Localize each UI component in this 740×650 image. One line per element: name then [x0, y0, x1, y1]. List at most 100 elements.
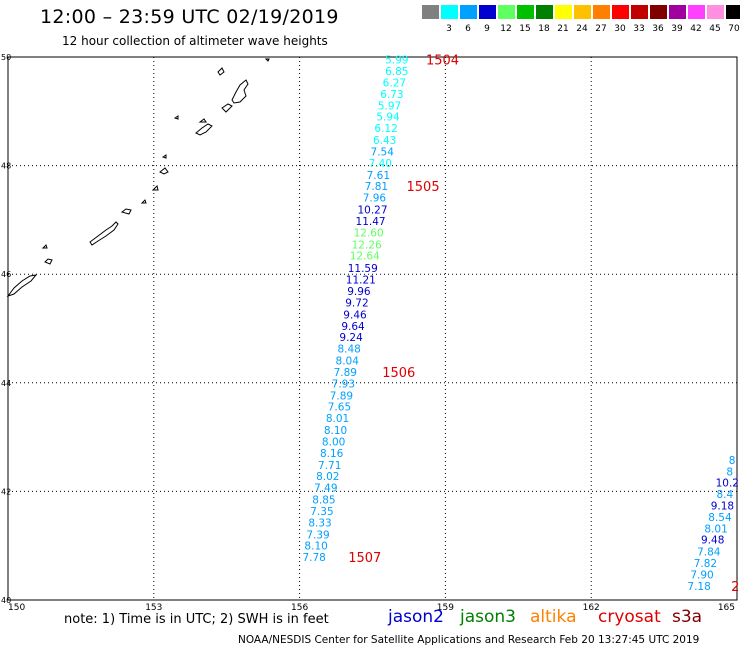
- swh-value: 7.65: [328, 402, 351, 414]
- swh-value: 8.16: [320, 448, 344, 460]
- time-label: 1506: [382, 366, 415, 381]
- swh-value: 8.04: [336, 356, 360, 368]
- swh-value: 8: [726, 466, 733, 478]
- swh-value: 8.01: [704, 523, 727, 535]
- island-shiashkotan: [89, 221, 119, 246]
- colorbar-label: 42: [690, 24, 702, 34]
- colorbar-label: 21: [557, 24, 569, 34]
- swh-value: 5.99: [385, 55, 408, 67]
- island-iturup: [231, 79, 249, 104]
- swh-value: 12.64: [350, 251, 380, 263]
- swh-value: 9.72: [345, 297, 368, 309]
- island-broutona: [195, 123, 213, 136]
- swh-value: 9.18: [711, 501, 734, 513]
- time-label: 1505: [407, 180, 440, 195]
- swh-value: 7.81: [365, 181, 388, 193]
- island-kunashir: [217, 67, 225, 76]
- colorbar-label: 24: [576, 24, 588, 34]
- island-rasshua: [140, 199, 147, 204]
- lat-tick-label: 42: [1, 487, 11, 496]
- swh-value: 8.10: [324, 425, 347, 437]
- map-grid: 150 153 156 159 162 165 50 48 46 44 42 40: [1, 53, 738, 613]
- time-label: 2: [731, 580, 739, 595]
- island-ketoy: [159, 167, 169, 175]
- swh-value: 6.12: [374, 123, 397, 135]
- swh-value: 8.01: [326, 413, 349, 425]
- lon-tick-label: 165: [718, 603, 735, 613]
- swh-value: 8.10: [304, 541, 327, 553]
- colorbar-label: 12: [500, 24, 512, 34]
- colorbar-swatch: [612, 5, 629, 19]
- lon-tick-label: 159: [437, 603, 454, 613]
- island-small: [264, 58, 270, 62]
- colorbar-swatch: [726, 5, 740, 19]
- map-subtitle: 12 hour collection of altimeter wave hei…: [62, 34, 328, 48]
- colorbar-label: 27: [595, 24, 607, 34]
- swh-value: 5.97: [378, 100, 401, 112]
- swh-value: 10.2: [716, 478, 739, 490]
- coastline: [6, 58, 270, 297]
- colorbar-swatch: [479, 5, 496, 19]
- island-matua: [120, 208, 132, 215]
- swh-value: 7.93: [332, 378, 355, 390]
- island-urup-north: [173, 115, 179, 120]
- satellite-jason3: jason3: [460, 607, 516, 627]
- island-simushir: [161, 154, 167, 159]
- swh-value: 9.64: [341, 321, 365, 333]
- island-paramushir: [6, 274, 38, 297]
- colorbar-swatch: [593, 5, 610, 19]
- swh-value: 12.60: [354, 227, 384, 239]
- colorbar-label: 18: [538, 24, 550, 34]
- colorbar-label: 3: [446, 24, 452, 34]
- swh-value: 6.43: [373, 135, 396, 147]
- colorbar-swatch: [631, 5, 648, 19]
- lon-tick-label: 162: [583, 603, 600, 613]
- swh-value: 11.59: [348, 263, 378, 275]
- swh-value: 8.02: [316, 471, 339, 483]
- colorbar-swatch: [650, 5, 667, 19]
- colorbar-swatch: [536, 5, 553, 19]
- swh-value: 6.27: [383, 78, 406, 90]
- swh-value: 9.24: [339, 332, 363, 344]
- colorbar-label: 15: [519, 24, 531, 34]
- colorbar-swatch: [574, 5, 591, 19]
- swh-value: 7.90: [690, 569, 713, 581]
- satellite-altika: altika: [530, 607, 577, 627]
- colorbar-label: 36: [652, 24, 664, 34]
- island-ushishir: [151, 185, 159, 191]
- swh-value: 7.78: [302, 552, 325, 564]
- lat-tick-label: 44: [1, 379, 11, 388]
- swh-value: 7.35: [310, 506, 333, 518]
- swh-value: 8: [729, 455, 736, 467]
- swh-value: 7.61: [367, 170, 390, 182]
- units-note: note: 1) Time is in UTC; 2) SWH is in fe…: [64, 612, 329, 627]
- colorbar-label: 9: [484, 24, 490, 34]
- colorbar-swatch: [669, 5, 686, 19]
- swh-value: 7.82: [694, 558, 717, 570]
- colorbar-label: 30: [614, 24, 626, 34]
- satellite-jason2: jason2: [388, 607, 444, 627]
- colorbar-label: 70: [728, 24, 740, 34]
- satellite-s3a: s3a: [672, 607, 703, 627]
- island-kharimkotan: [41, 244, 48, 249]
- colorbar-label: 33: [633, 24, 645, 34]
- swh-value: 7.89: [334, 367, 357, 379]
- swh-value: 7.89: [330, 390, 353, 402]
- map-title: 12:00 – 23:59 UTC 02/19/2019: [40, 6, 339, 28]
- swh-value: 7.84: [697, 547, 721, 559]
- swh-value: 6.73: [380, 89, 403, 101]
- swh-value: 6.85: [385, 66, 408, 78]
- lon-tick-label: 150: [8, 603, 25, 613]
- swh-value: 7.18: [687, 581, 710, 593]
- island-onekotan: [44, 258, 53, 265]
- swh-value: 12.26: [352, 239, 382, 251]
- colorbar-swatch: [688, 5, 705, 19]
- swh-value: 7.54: [371, 146, 395, 158]
- swh-value: 7.40: [369, 158, 392, 170]
- swh-value: 7.49: [314, 483, 337, 495]
- map-frame: [7, 56, 738, 601]
- island-chirpoy: [198, 118, 207, 123]
- swh-value: 8.33: [308, 517, 331, 529]
- swh-value: 9.48: [701, 535, 724, 547]
